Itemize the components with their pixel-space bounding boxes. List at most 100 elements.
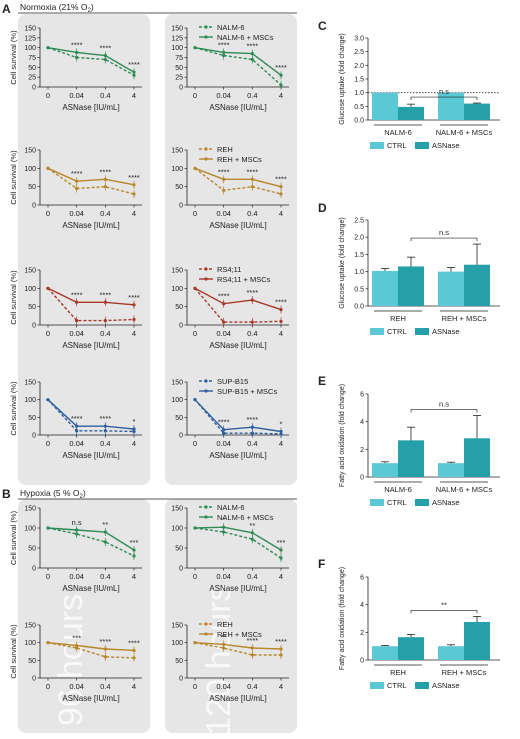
x-axis-label: ASNase [IU/mL] <box>209 694 266 703</box>
x-tick-label: 0 <box>193 209 197 218</box>
significance-label: **** <box>99 414 111 423</box>
y-tick-label: 150 <box>24 380 36 387</box>
significance-label: ** <box>249 521 255 530</box>
y-tick-label: 0 <box>179 676 183 683</box>
y-tick-label: 0.5 <box>354 104 364 111</box>
significance-label: * <box>133 417 136 426</box>
chart-a4: 0 50 100 150 0 0.04 0.4 4 ASNase [IU/mL] **** ****… <box>171 145 289 230</box>
x-tick-label: 0.04 <box>69 439 84 448</box>
y-tick-label: 6 <box>360 575 364 582</box>
significance-label: **** <box>128 60 140 69</box>
y-tick-label: 125 <box>171 35 183 42</box>
x-axis-label: ASNase [IU/mL] <box>62 451 119 460</box>
y-tick-label: 150 <box>171 380 183 387</box>
x-axis-label: ASNase [IU/mL] <box>62 103 119 112</box>
significance-label: *** <box>130 538 139 547</box>
significance-label: **** <box>218 418 230 427</box>
x-tick-label: 0 <box>46 209 50 218</box>
y-tick-label: 0 <box>360 658 364 665</box>
y-axis-label: Cell survival (%) <box>9 624 18 679</box>
y-axis-label: Cell survival (%) <box>9 30 18 85</box>
legend-marker <box>204 35 208 39</box>
group-label: REH <box>390 668 406 677</box>
series-line-coculture <box>194 526 282 551</box>
y-tick-label: 4 <box>360 419 364 426</box>
y-axis-label: Fatty acid oxidation (fold change) <box>339 567 346 670</box>
y-tick-label: 150 <box>171 506 183 513</box>
series-line-mono <box>194 399 282 435</box>
y-tick-label: 150 <box>171 148 183 155</box>
legend-swatch <box>415 682 429 689</box>
x-tick-label: 0.04 <box>69 209 84 218</box>
series-line-coculture <box>47 399 135 430</box>
x-tick-label: 0 <box>193 439 197 448</box>
y-tick-label: 150 <box>24 148 36 155</box>
legend-swatch <box>370 682 384 689</box>
x-axis-label: ASNase [IU/mL] <box>209 103 266 112</box>
x-tick-label: 0.4 <box>247 682 257 691</box>
y-tick-label: 0 <box>179 203 183 210</box>
legend-marker <box>204 515 208 519</box>
x-tick-label: 4 <box>279 682 283 691</box>
significance-label: **** <box>246 636 258 645</box>
y-tick-label: 75 <box>28 55 36 62</box>
bar-ctrl <box>438 463 464 477</box>
significance-label: n.s <box>439 399 449 408</box>
legend-label: SUP-B15 + MSCs <box>217 387 277 396</box>
y-tick-label: 3.0 <box>354 36 364 43</box>
x-axis-label: ASNase [IU/mL] <box>62 221 119 230</box>
x-tick-label: 0.4 <box>247 572 257 581</box>
y-tick-label: 100 <box>171 166 183 173</box>
condition-hypoxia-sub: 2 <box>80 494 84 500</box>
x-tick-label: 0.4 <box>100 572 110 581</box>
x-axis-label: ASNase [IU/mL] <box>62 584 119 593</box>
significance-label: *** <box>277 538 286 547</box>
x-tick-label: 0.4 <box>247 91 257 100</box>
data-point <box>193 398 197 402</box>
y-tick-label: 0 <box>32 85 36 92</box>
data-point <box>46 526 50 530</box>
significance-label: ** <box>221 632 227 641</box>
legend-marker <box>204 505 208 509</box>
y-tick-label: 2.5 <box>354 49 364 56</box>
legend-marker <box>204 267 208 271</box>
group-label: NALM-6 + MSCs <box>436 128 493 137</box>
series-line-coculture <box>194 47 282 76</box>
bar-ctrl <box>438 271 464 306</box>
y-tick-label: 100 <box>171 45 183 52</box>
legend-marker <box>204 389 208 393</box>
significance-label: **** <box>71 414 83 423</box>
y-tick-label: 25 <box>28 75 36 82</box>
y-tick-label: 75 <box>175 55 183 62</box>
significance-label: **** <box>275 637 287 646</box>
y-tick-label: 2.0 <box>354 63 364 70</box>
legend-label: CTRL <box>387 681 407 690</box>
significance-label: **** <box>275 175 287 184</box>
chart-c: 0.0 0.5 1.0 1.5 2.0 2.5 3.0 Glucose uptake (fol… <box>339 33 500 150</box>
x-tick-label: 4 <box>279 572 283 581</box>
y-tick-label: 6 <box>360 392 364 399</box>
significance-label: ** <box>102 520 108 529</box>
y-tick-label: 1.0 <box>354 90 364 97</box>
y-tick-label: 150 <box>171 623 183 630</box>
y-axis-label: Cell survival (%) <box>9 381 18 436</box>
x-tick-label: 0.04 <box>216 682 231 691</box>
significance-label: **** <box>99 637 111 646</box>
x-tick-label: 4 <box>132 572 136 581</box>
x-tick-label: 0.4 <box>100 329 110 338</box>
significance-label: **** <box>246 415 258 424</box>
y-tick-label: 2.0 <box>354 235 364 242</box>
watermark-120-hours: 120 hours <box>200 584 238 735</box>
series-line-mono <box>47 47 135 76</box>
legend-label: REH <box>217 145 233 154</box>
y-tick-label: 50 <box>175 304 183 311</box>
y-tick-label: 50 <box>175 65 183 72</box>
chart-d: 0.0 0.5 1.0 1.5 2.0 2.5 Glucose uptake (fold c… <box>339 217 500 336</box>
bar-asnase <box>398 440 424 477</box>
x-tick-label: 4 <box>132 439 136 448</box>
y-tick-label: 100 <box>24 286 36 293</box>
y-tick-label: 100 <box>24 45 36 52</box>
y-tick-label: 50 <box>175 546 183 553</box>
legend-label: SUP-B15 <box>217 377 248 386</box>
